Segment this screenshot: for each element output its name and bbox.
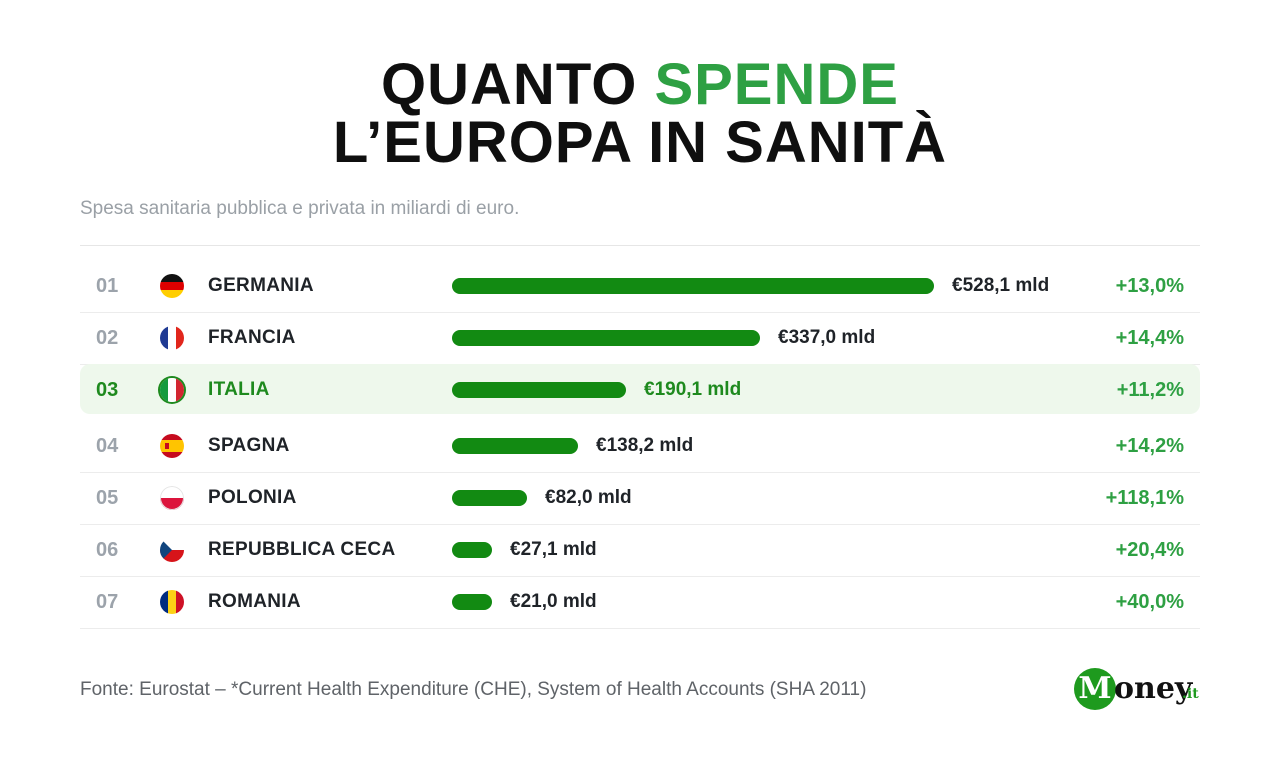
- value-label: €528,1 mld: [952, 275, 1050, 296]
- poland-flag-icon: [160, 486, 184, 510]
- growth-label: +20,4%: [1115, 539, 1184, 561]
- romania-flag-icon: [160, 590, 184, 614]
- country-label: SPAGNA: [208, 435, 290, 456]
- france-flag-icon: [160, 326, 184, 350]
- title-prefix: QUANTO: [381, 52, 655, 117]
- table-row: 01 GERMANIA €528,1 mld +13,0%: [80, 260, 1200, 313]
- chart-title: QUANTO SPENDE L’EUROPA IN SANITÀ: [0, 56, 1280, 172]
- country-label: POLONIA: [208, 487, 297, 508]
- title-accent: SPENDE: [654, 52, 899, 117]
- bar: [452, 278, 934, 294]
- chart-subtitle: Spesa sanitaria pubblica e privata in mi…: [80, 198, 520, 219]
- growth-label: +40,0%: [1115, 591, 1184, 613]
- growth-label: +14,4%: [1115, 327, 1184, 349]
- row-rank: 01: [96, 275, 119, 297]
- row-rank: 06: [96, 539, 119, 561]
- money-logo[interactable]: M oney .it: [1074, 668, 1204, 712]
- value-label: €138,2 mld: [596, 435, 694, 456]
- growth-label: +13,0%: [1115, 275, 1184, 297]
- value-label: €190,1 mld: [644, 379, 742, 400]
- country-label: REPUBBLICA CECA: [208, 539, 396, 560]
- row-rank: 07: [96, 591, 119, 613]
- table-row: 03 ITALIA €190,1 mld +11,2%: [80, 364, 1200, 414]
- bar: [452, 330, 760, 346]
- bar: [452, 594, 492, 610]
- country-label: GERMANIA: [208, 275, 314, 296]
- czech-flag-icon: [160, 538, 184, 562]
- value-label: €27,1 mld: [510, 539, 597, 560]
- value-label: €82,0 mld: [545, 487, 632, 508]
- divider: [80, 245, 1200, 246]
- table-row: 04 SPAGNA €138,2 mld +14,2%: [80, 420, 1200, 473]
- growth-label: +11,2%: [1116, 379, 1184, 401]
- growth-label: +118,1%: [1105, 487, 1184, 509]
- bar: [452, 490, 527, 506]
- table-row: 05 POLONIA €82,0 mld +118,1%: [80, 472, 1200, 525]
- table-row: 07 ROMANIA €21,0 mld +40,0%: [80, 576, 1200, 629]
- table-row: 02 FRANCIA €337,0 mld +14,4%: [80, 312, 1200, 365]
- logo-word: oney: [1114, 671, 1193, 706]
- row-rank: 03: [96, 379, 119, 401]
- growth-label: +14,2%: [1115, 435, 1184, 457]
- germany-flag-icon: [160, 274, 184, 298]
- bar: [452, 438, 578, 454]
- row-rank: 02: [96, 327, 119, 349]
- logo-mark: M: [1074, 668, 1116, 710]
- country-label: ITALIA: [208, 379, 270, 400]
- row-rank: 04: [96, 435, 119, 457]
- spain-flag-icon: [160, 434, 184, 458]
- row-rank: 05: [96, 487, 119, 509]
- title-line1: QUANTO SPENDE: [381, 52, 899, 117]
- logo-tld: .it: [1182, 686, 1199, 702]
- source-note: Fonte: Eurostat – *Current Health Expend…: [80, 679, 867, 700]
- value-label: €337,0 mld: [778, 327, 876, 348]
- title-line2: L’EUROPA IN SANITÀ: [332, 110, 948, 175]
- country-label: ROMANIA: [208, 591, 301, 612]
- value-label: €21,0 mld: [510, 591, 597, 612]
- italy-flag-icon: [160, 378, 184, 402]
- table-row: 06 REPUBBLICA CECA €27,1 mld +20,4%: [80, 524, 1200, 577]
- bar: [452, 542, 492, 558]
- bar: [452, 382, 626, 398]
- country-label: FRANCIA: [208, 327, 296, 348]
